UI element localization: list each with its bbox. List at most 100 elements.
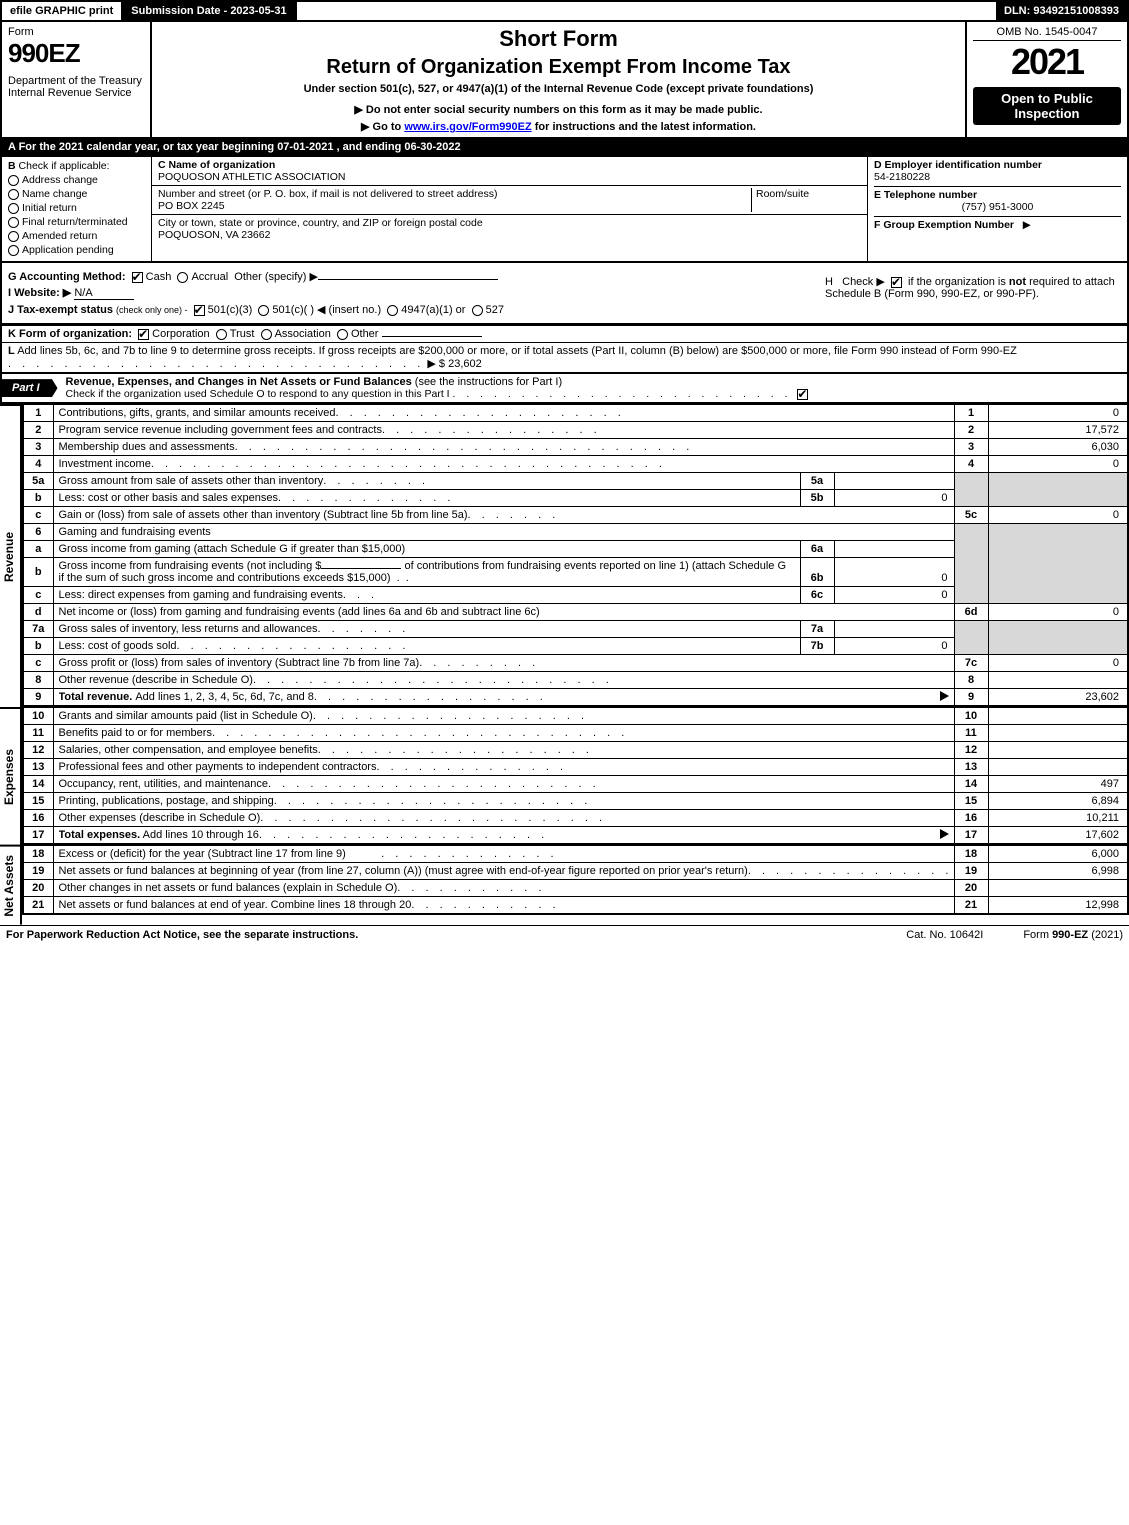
- line-14: 14Occupancy, rent, utilities, and mainte…: [23, 776, 1128, 793]
- part-1-expenses-table: 10Grants and similar amounts paid (list …: [22, 707, 1129, 845]
- header-middle: Short Form Return of Organization Exempt…: [152, 22, 967, 137]
- g-label: G Accounting Method:: [8, 271, 126, 283]
- return-title: Return of Organization Exempt From Incom…: [160, 56, 957, 79]
- section-k: K Form of organization: Corporation Trus…: [0, 325, 1129, 342]
- chk-final-return[interactable]: Final return/terminated: [8, 216, 145, 228]
- room-suite-label: Room/suite: [756, 188, 861, 200]
- h-label: H: [825, 276, 833, 288]
- arrow-icon: [940, 691, 949, 701]
- e-tel-label: E Telephone number: [874, 189, 1121, 201]
- line-11: 11Benefits paid to or for members. . . .…: [23, 725, 1128, 742]
- section-b-c-d: B Check if applicable: Address change Na…: [0, 157, 1129, 263]
- line-1-value: 0: [988, 405, 1128, 422]
- top-bar: efile GRAPHIC print Submission Date - 20…: [0, 0, 1129, 22]
- chk-cash[interactable]: [132, 272, 143, 283]
- c-city-label: City or town, state or province, country…: [158, 217, 861, 229]
- line-16-value: 10,211: [988, 810, 1128, 827]
- line-12: 12Salaries, other compensation, and empl…: [23, 742, 1128, 759]
- line-18: 18Excess or (deficit) for the year (Subt…: [23, 846, 1128, 863]
- line-20-value: [988, 880, 1128, 897]
- c-street-label: Number and street (or P. O. box, if mail…: [158, 188, 751, 200]
- chk-trust[interactable]: [216, 329, 227, 340]
- line-19-value: 6,998: [988, 863, 1128, 880]
- chk-other-org[interactable]: [337, 329, 348, 340]
- line-6d: d Net income or (loss) from gaming and f…: [23, 604, 1128, 621]
- efile-print[interactable]: efile GRAPHIC print: [2, 2, 123, 20]
- group-arrow-icon: ▶: [1023, 219, 1031, 231]
- other-org-input[interactable]: [382, 336, 482, 337]
- line-20: 20Other changes in net assets or fund ba…: [23, 880, 1128, 897]
- chk-schedule-o-used[interactable]: [797, 389, 808, 400]
- part-1-label: Part I: [2, 379, 58, 397]
- short-form-title: Short Form: [160, 26, 957, 52]
- line-7c: c Gross profit or (loss) from sales of i…: [23, 655, 1128, 672]
- line-8-value: [988, 672, 1128, 689]
- line-7a-value: [834, 621, 954, 638]
- chk-527[interactable]: [472, 305, 483, 316]
- part-1-sub: Check if the organization used Schedule …: [66, 388, 450, 400]
- chk-amended-return[interactable]: Amended return: [8, 230, 145, 242]
- line-17-value: 17,602: [988, 827, 1128, 845]
- chk-corporation[interactable]: [138, 329, 149, 340]
- line-6b-contrib-input[interactable]: [321, 568, 401, 569]
- omb-number: OMB No. 1545-0047: [973, 26, 1121, 41]
- chk-association[interactable]: [261, 329, 272, 340]
- chk-h-not-required[interactable]: [891, 277, 902, 288]
- chk-address-change[interactable]: Address change: [8, 174, 145, 186]
- column-d-e-f: D Employer identification number 54-2180…: [867, 157, 1127, 261]
- line-21: 21Net assets or fund balances at end of …: [23, 897, 1128, 915]
- i-label: I Website: ▶: [8, 287, 71, 299]
- dln: DLN: 93492151008393: [996, 2, 1127, 20]
- line-14-value: 497: [988, 776, 1128, 793]
- b-label: B: [8, 160, 16, 172]
- form-word: Form: [8, 26, 144, 38]
- part-1-revenue-table: 1 Contributions, gifts, grants, and simi…: [22, 404, 1129, 707]
- chk-application-pending[interactable]: Application pending: [8, 244, 145, 256]
- header-right: OMB No. 1545-0047 2021 Open to Public In…: [967, 22, 1127, 137]
- org-city: POQUOSON, VA 23662: [158, 229, 861, 241]
- d-ein-label: D Employer identification number: [874, 159, 1121, 171]
- line-17: 17Total expenses. Add lines 10 through 1…: [23, 827, 1128, 845]
- ghi-left: G Accounting Method: Cash Accrual Other …: [8, 267, 821, 319]
- b-check-if: Check if applicable:: [19, 160, 110, 172]
- org-street: PO BOX 2245: [158, 200, 751, 212]
- j-sub: (check only one) -: [116, 305, 188, 315]
- chk-501c[interactable]: [258, 305, 269, 316]
- line-16: 16Other expenses (describe in Schedule O…: [23, 810, 1128, 827]
- line-19: 19Net assets or fund balances at beginni…: [23, 863, 1128, 880]
- line-13-value: [988, 759, 1128, 776]
- part-1-netassets-table: 18Excess or (deficit) for the year (Subt…: [22, 845, 1129, 915]
- c-name-label: C Name of organization: [158, 159, 861, 171]
- part-1-title: Revenue, Expenses, and Changes in Net As…: [58, 374, 1127, 402]
- line-5a-value: [834, 473, 954, 490]
- h-not: not: [1009, 276, 1026, 288]
- chk-501c3[interactable]: [194, 305, 205, 316]
- line-7b-value: 0: [834, 638, 954, 655]
- line-4: 4 Investment income. . . . . . . . . . .…: [23, 456, 1128, 473]
- chk-4947a1[interactable]: [387, 305, 398, 316]
- section-l: L Add lines 5b, 6c, and 7b to line 9 to …: [0, 342, 1129, 374]
- line-6d-value: 0: [988, 604, 1128, 621]
- form-number: 990EZ: [8, 38, 144, 69]
- page-footer: For Paperwork Reduction Act Notice, see …: [0, 925, 1129, 944]
- section-g-h-i: G Accounting Method: Cash Accrual Other …: [0, 263, 1129, 325]
- part-1-header: Part I Revenue, Expenses, and Changes in…: [0, 374, 1129, 404]
- line-2: 2 Program service revenue including gove…: [23, 422, 1128, 439]
- chk-name-change[interactable]: Name change: [8, 188, 145, 200]
- submission-date: Submission Date - 2023-05-31: [123, 2, 296, 20]
- goto-link[interactable]: www.irs.gov/Form990EZ: [404, 121, 531, 133]
- chk-accrual[interactable]: [177, 272, 188, 283]
- line-11-value: [988, 725, 1128, 742]
- other-specify-input[interactable]: [318, 279, 498, 280]
- line-7c-value: 0: [988, 655, 1128, 672]
- line-8: 8 Other revenue (describe in Schedule O)…: [23, 672, 1128, 689]
- l-arrow: ▶ $: [427, 358, 445, 370]
- line-9: 9 Total revenue. Add lines 1, 2, 3, 4, 5…: [23, 689, 1128, 707]
- chk-initial-return[interactable]: Initial return: [8, 202, 145, 214]
- line-3-value: 6,030: [988, 439, 1128, 456]
- line-10-value: [988, 708, 1128, 725]
- net-assets-vertical-label: Net Assets: [0, 845, 22, 925]
- line-4-value: 0: [988, 456, 1128, 473]
- h-check: Check ▶: [842, 276, 885, 288]
- line-5b-value: 0: [834, 490, 954, 507]
